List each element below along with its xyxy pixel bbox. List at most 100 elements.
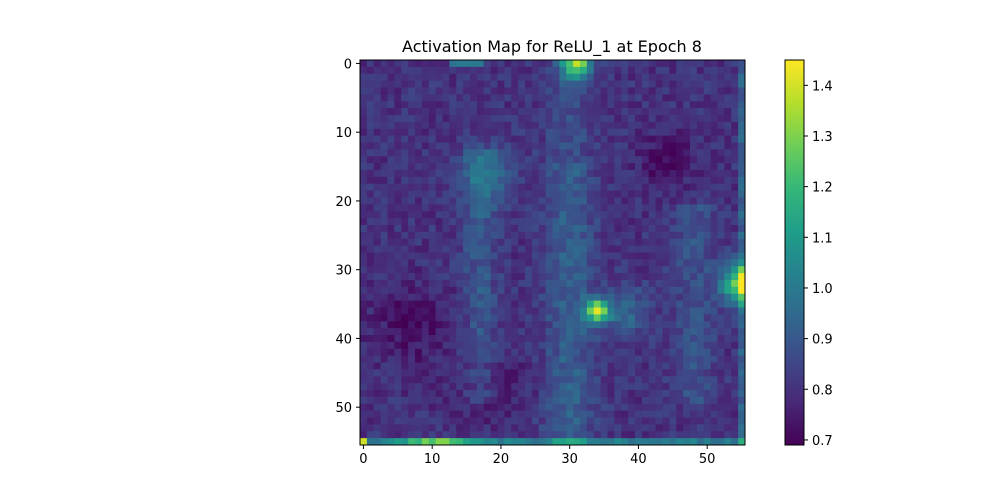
heatmap-cell	[360, 238, 368, 247]
heatmap-cell	[497, 128, 505, 137]
heatmap-cell	[401, 410, 409, 418]
heatmap-cell	[628, 197, 636, 205]
heatmap-cell	[683, 314, 691, 322]
heatmap-cell	[387, 163, 395, 171]
heatmap-cell	[483, 170, 492, 178]
heatmap-cell	[421, 390, 430, 398]
heatmap-cell	[387, 245, 395, 253]
heatmap-cell	[717, 87, 725, 95]
heatmap-cell	[600, 115, 608, 123]
heatmap-cell	[710, 176, 718, 185]
x-tick-label: 10	[424, 452, 441, 467]
heatmap-cell	[580, 121, 588, 130]
heatmap-cell	[497, 314, 505, 322]
heatmap-cell	[504, 87, 512, 95]
heatmap-cell	[690, 383, 698, 391]
heatmap-cell	[380, 424, 388, 432]
heatmap-cell	[669, 369, 677, 377]
heatmap-cell	[586, 424, 595, 432]
heatmap-cell	[628, 266, 636, 274]
heatmap-cell	[669, 156, 677, 164]
heatmap-cell	[545, 335, 553, 343]
heatmap-cell	[531, 273, 540, 281]
heatmap-cell	[731, 410, 739, 418]
heatmap-cell	[456, 245, 464, 253]
heatmap-cell	[683, 259, 691, 267]
heatmap-cell	[470, 266, 478, 274]
heatmap-cell	[724, 211, 732, 219]
heatmap-cell	[435, 376, 443, 384]
heatmap-cell	[442, 176, 450, 185]
heatmap-cell	[463, 211, 471, 219]
heatmap-cell	[648, 424, 657, 432]
heatmap-cell	[518, 135, 526, 143]
heatmap-cell	[415, 390, 423, 398]
heatmap-cell	[586, 355, 595, 363]
heatmap-cell	[511, 66, 519, 75]
heatmap-cell	[662, 204, 670, 212]
heatmap-cell	[614, 163, 622, 171]
heatmap-cell	[463, 183, 471, 192]
heatmap-cell	[497, 94, 505, 102]
heatmap-cell	[607, 266, 615, 274]
heatmap-cell	[580, 87, 588, 95]
heatmap-cell	[717, 101, 725, 109]
heatmap-cell	[476, 328, 485, 336]
heatmap-cell	[366, 362, 375, 370]
heatmap-cell	[641, 190, 650, 198]
heatmap-cell	[408, 403, 416, 412]
heatmap-cell	[559, 362, 567, 370]
heatmap-cell	[552, 300, 560, 308]
heatmap-cell	[504, 238, 512, 247]
heatmap-cell	[703, 273, 712, 281]
heatmap-cell	[394, 252, 402, 260]
heatmap-cell	[600, 314, 608, 322]
heatmap-cell	[545, 135, 553, 143]
x-axis: 0 10 20 30 40 50	[359, 445, 715, 467]
heatmap-cell	[408, 383, 416, 391]
heatmap-cell	[518, 142, 526, 150]
heatmap-cell	[696, 115, 705, 123]
heatmap-cell	[538, 197, 547, 205]
heatmap-cell	[614, 108, 622, 116]
heatmap-cell	[731, 355, 739, 363]
heatmap-cell	[428, 231, 437, 240]
heatmap-cell	[449, 417, 457, 425]
heatmap-cell	[662, 362, 670, 370]
heatmap-cell	[401, 108, 409, 116]
heatmap-cell	[600, 66, 608, 75]
heatmap-cell	[456, 197, 464, 205]
heatmap-cell	[586, 266, 595, 274]
heatmap-cell	[724, 417, 732, 425]
heatmap-cell	[710, 266, 718, 274]
heatmap-cell	[614, 280, 622, 288]
heatmap-cell	[394, 355, 402, 363]
heatmap-cell	[415, 396, 423, 405]
heatmap-cell	[628, 183, 636, 192]
heatmap-cell	[641, 108, 650, 116]
heatmap-cell	[360, 225, 368, 233]
heatmap-cell	[648, 87, 657, 95]
heatmap-cell	[724, 66, 732, 75]
heatmap-cell	[559, 369, 567, 377]
heatmap-cell	[545, 307, 553, 315]
heatmap-cell	[731, 417, 739, 425]
heatmap-cell	[566, 335, 574, 343]
heatmap-cell	[690, 390, 698, 398]
heatmap-cell	[449, 197, 457, 205]
heatmap-cell	[573, 128, 581, 137]
heatmap-cell	[655, 73, 663, 82]
heatmap-cell	[463, 341, 471, 350]
heatmap-cell	[724, 403, 732, 412]
heatmap-cell	[717, 252, 725, 260]
heatmap-cell	[531, 424, 540, 432]
heatmap-cell	[490, 176, 498, 185]
heatmap-cell	[366, 170, 375, 178]
heatmap-cell	[635, 142, 643, 150]
heatmap-cell	[518, 369, 526, 377]
heatmap-cell	[442, 321, 450, 329]
heatmap-cell	[463, 176, 471, 185]
heatmap-cell	[408, 266, 416, 274]
heatmap-cell	[717, 424, 725, 432]
heatmap-cell	[531, 286, 540, 295]
